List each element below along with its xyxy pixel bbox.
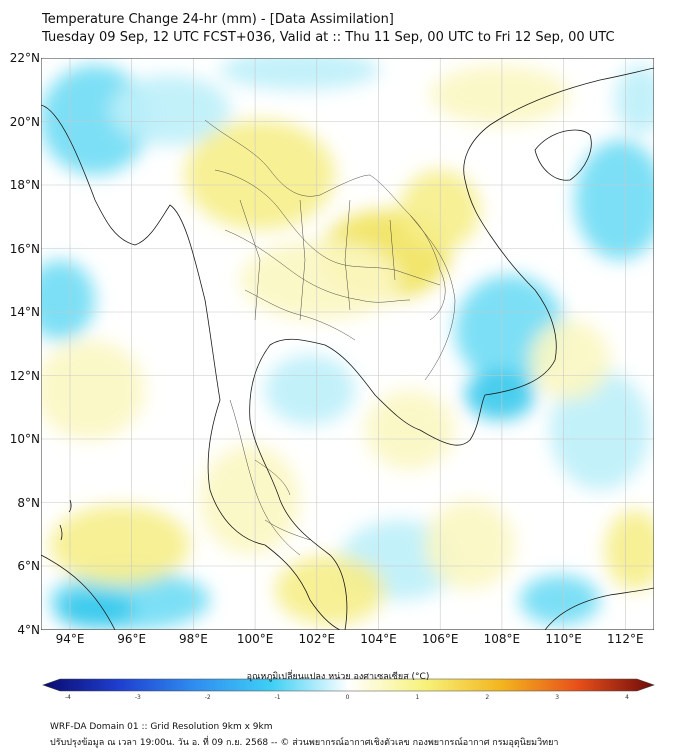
lon-label: 110°E bbox=[545, 632, 582, 646]
colorbar-tick: 0 bbox=[345, 694, 350, 701]
colorbar-tick: 2 bbox=[485, 694, 490, 701]
lon-label: 104°E bbox=[360, 632, 397, 646]
map-title: Temperature Change 24-hr (mm) - [Data As… bbox=[42, 12, 394, 27]
lat-label: 22°N bbox=[9, 51, 40, 65]
colorbar-scale bbox=[42, 678, 655, 692]
footer-update-info: ปรับปรุงข้อมูล ณ เวลา 19:00น. วัน อ. ที่… bbox=[50, 738, 559, 748]
lon-label: 94°E bbox=[55, 632, 85, 646]
colorbar-tick: 3 bbox=[555, 694, 560, 701]
map-subtitle: Tuesday 09 Sep, 12 UTC FCST+036, Valid a… bbox=[42, 30, 615, 45]
lat-label: 8°N bbox=[17, 495, 40, 510]
lat-label: 4°N bbox=[17, 622, 40, 637]
andaman-islands bbox=[59, 499, 72, 541]
lat-label: 20°N bbox=[9, 114, 40, 129]
lon-label: 98°E bbox=[178, 632, 208, 646]
coastlines bbox=[41, 67, 654, 630]
temperature-field bbox=[41, 58, 654, 630]
lon-label: 100°E bbox=[236, 632, 274, 646]
lat-label: 14°N bbox=[9, 305, 40, 319]
colorbar-tick: 4 bbox=[625, 694, 629, 701]
colorbar-tick: -3 bbox=[134, 694, 141, 701]
lat-label: 16°N bbox=[9, 241, 40, 256]
lat-label: 6°N bbox=[17, 559, 40, 573]
lon-label: 96°E bbox=[117, 632, 147, 646]
colorbar-tick: -4 bbox=[65, 694, 71, 701]
colorbar bbox=[42, 678, 655, 692]
sumatra-coast bbox=[41, 554, 116, 630]
mainland-coast bbox=[41, 104, 341, 630]
borneo-coast bbox=[544, 587, 654, 630]
lat-label: 18°N bbox=[9, 178, 40, 192]
admin-boundaries bbox=[204, 119, 456, 556]
lon-label: 108°E bbox=[483, 632, 521, 646]
lat-label: 12°N bbox=[9, 368, 40, 383]
colorbar-tick: -1 bbox=[274, 694, 281, 701]
lat-label: 10°N bbox=[9, 432, 40, 446]
lon-label: 112°E bbox=[607, 632, 644, 646]
gulf-coast bbox=[249, 67, 654, 630]
hainan-island bbox=[534, 129, 592, 181]
colorbar-tick: -2 bbox=[204, 694, 211, 701]
lon-label: 102°E bbox=[298, 632, 336, 646]
lon-label: 106°E bbox=[421, 632, 459, 646]
footer-model-info: WRF-DA Domain 01 :: Grid Resolution 9km … bbox=[50, 722, 273, 732]
colorbar-label: อุณหภูมิเปลี่ยนแปลง หน่วย องศาเซลเซียส (… bbox=[246, 672, 430, 682]
colorbar-tick: 1 bbox=[415, 694, 420, 701]
